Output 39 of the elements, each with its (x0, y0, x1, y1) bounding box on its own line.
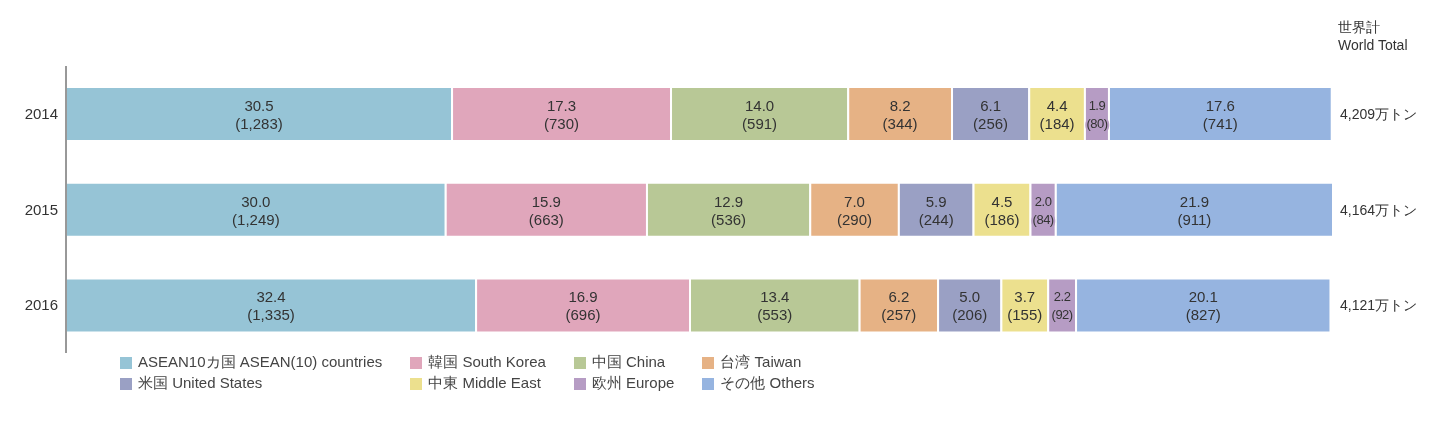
data-label: 7.0 (290) (837, 192, 873, 228)
data-label: 8.2 (344) (882, 96, 918, 132)
data-label: 21.9 (911) (1177, 192, 1212, 228)
data-label: 17.3 (730) (544, 96, 580, 132)
data-label: 2.2 (92) (1051, 288, 1073, 322)
legend-label: 台湾 Taiwan (720, 353, 802, 372)
data-label: 4.4 (184) (1039, 96, 1075, 132)
legend-label: 米国 United States (138, 374, 263, 393)
data-label: 6.2 (257) (881, 287, 917, 323)
text: 4,121万トン (1340, 297, 1418, 314)
data-label: 13.4 (553) (757, 287, 793, 323)
data-label: 20.1 (827) (1185, 287, 1221, 323)
data-label: 3.7 (155) (1007, 287, 1043, 323)
data-label: 32.4 (1,335) (247, 287, 295, 323)
data-label: 12.9 (536) (711, 192, 747, 228)
data-label: 17.6 (741) (1202, 96, 1238, 132)
text: 4,164万トン (1340, 201, 1418, 218)
text: 世界計 World Total (1338, 18, 1409, 54)
data-label: 30.5 (1,283) (235, 96, 283, 132)
legend-label: その他 Others (720, 374, 815, 393)
data-label: 5.9 (244) (918, 192, 954, 228)
legend-label: ASEAN10カ国 ASEAN(10) countries (138, 353, 383, 372)
data-label: 14.0 (591) (742, 96, 778, 132)
y-tick-label: 2014 (24, 105, 58, 123)
legend-label: 欧州 Europe (591, 374, 675, 393)
text: 4,209万トン (1340, 106, 1418, 123)
legend-label: 中東 Middle East (428, 374, 541, 393)
data-label: 16.9 (696) (565, 287, 601, 323)
y-tick-label: 2015 (24, 200, 58, 218)
legend-label: 中国 China (591, 353, 666, 372)
data-label: 2.0 (84) (1032, 193, 1054, 227)
y-tick-label: 2016 (24, 296, 58, 314)
data-label: 6.1 (256) (973, 96, 1009, 132)
data-label: 30.0 (1,249) (232, 192, 280, 228)
legend-label: 韓国 South Korea (428, 353, 546, 372)
data-label: 4.5 (186) (984, 192, 1020, 228)
data-label: 5.0 (206) (952, 287, 988, 323)
data-label: 15.9 (663) (528, 192, 564, 228)
data-label: 1.9 (80) (1086, 97, 1108, 131)
